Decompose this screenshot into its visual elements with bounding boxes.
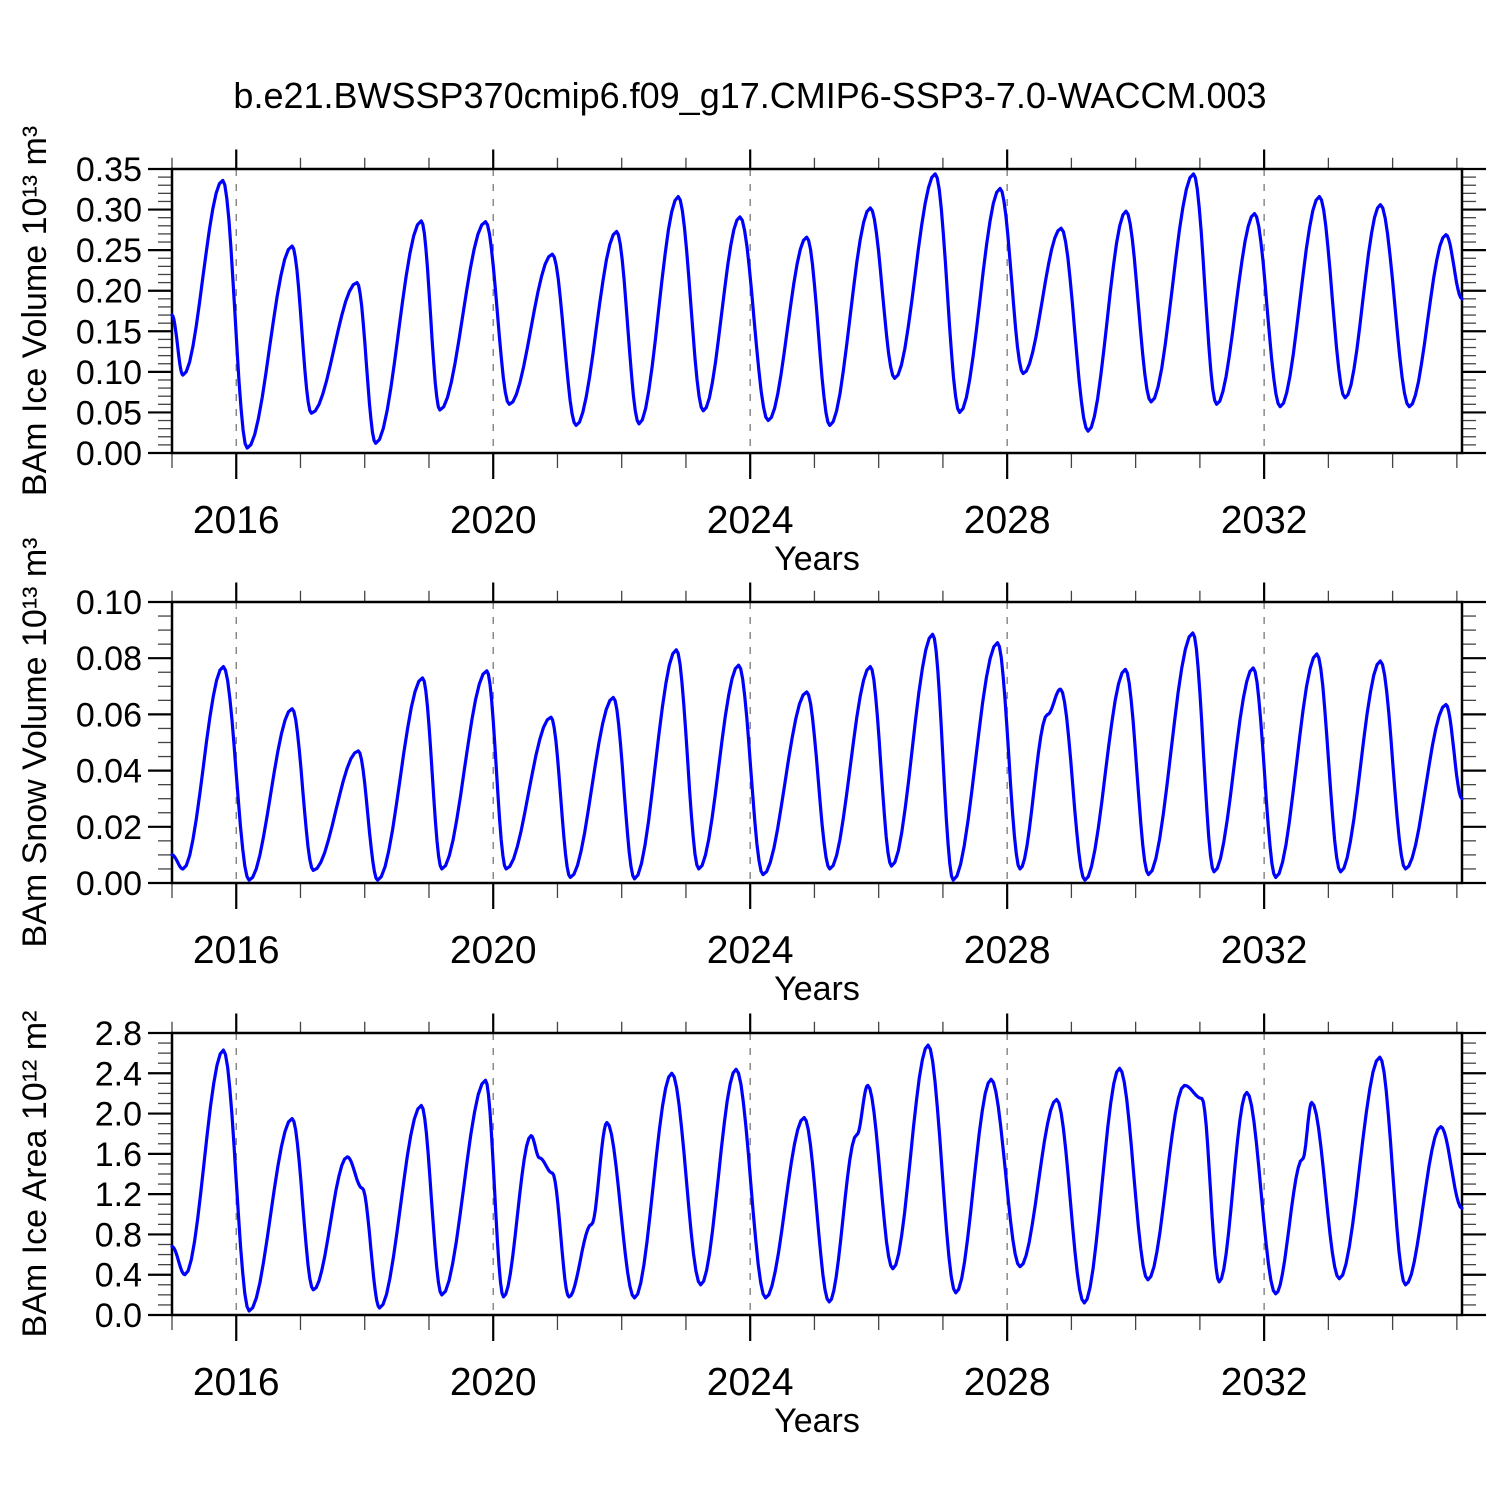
figure-title: b.e21.BWSSP370cmip6.f09_g17.CMIP6-SSP3-7… [233,75,1266,116]
x-tick-label: 2024 [707,1361,794,1404]
plot-border [170,1031,1464,1317]
y-axis-title: BAm Ice Area 10¹² m² [16,1011,54,1338]
x-tick-label: 2032 [1221,499,1308,542]
y-tick-label: 0.00 [76,865,142,903]
x-tick-labels: 2016 2020 2024 2028 2032 [193,929,1308,972]
y-tick-label: 1.6 [95,1136,142,1174]
x-tick-label: 2020 [450,499,537,542]
x-tick-label: 2024 [707,499,794,542]
y-tick-label: 0.4 [95,1257,142,1295]
x-tick-label: 2020 [450,929,537,972]
x-tick-label: 2016 [193,1361,280,1404]
y-tick-label: 1.2 [95,1176,142,1214]
y-tick-label: 0.30 [76,192,142,230]
series-line-snow-volume [170,631,1464,882]
panel-ice-volume: 0.000.050.100.150.200.250.300.35 2016 2020… [16,126,1486,578]
y-tick-label: 0.00 [76,435,142,473]
y-axis-title: BAm Snow Volume 10¹³ m³ [16,537,54,947]
y-tick-label: 0.0 [95,1297,142,1335]
x-tick-label: 2028 [964,929,1051,972]
axis-ticks [148,1013,1486,1341]
x-axis-title: Years [774,540,860,578]
y-tick-label: 0.25 [76,232,142,270]
y-tick-labels: 0.000.050.100.150.200.250.300.35 [76,151,142,473]
y-tick-label: 0.06 [76,696,142,734]
x-tick-label: 2016 [193,499,280,542]
y-tick-label: 0.15 [76,313,142,351]
series-line-ice-volume [170,172,1464,450]
y-tick-label: 0.8 [95,1216,142,1254]
axis-ticks [148,582,1486,909]
y-tick-label: 0.10 [76,584,142,622]
x-tick-labels: 2016 2020 2024 2028 2032 [193,1361,1308,1404]
x-tick-label: 2020 [450,1361,537,1404]
y-tick-labels: 0.00 0.02 0.04 0.06 0.08 0.10 [76,584,142,903]
y-tick-label: 2.4 [95,1055,142,1093]
y-tick-label: 0.08 [76,640,142,678]
y-axis-title: BAm Ice Volume 10¹³ m³ [16,126,54,496]
panel-snow-volume: 0.00 0.02 0.04 0.06 0.08 0.10 2016 2020 2024 2028… [16,537,1486,1008]
x-tick-label: 2028 [964,1361,1051,1404]
x-tick-label: 2028 [964,499,1051,542]
x-tick-label: 2024 [707,929,794,972]
y-tick-label: 0.20 [76,273,142,311]
x-tick-label: 2032 [1221,929,1308,972]
y-tick-label: 2.8 [95,1015,142,1053]
axis-ticks [148,149,1486,479]
x-tick-label: 2032 [1221,1361,1308,1404]
x-axis-title: Years [774,1402,860,1440]
x-tick-labels: 2016 2020 2024 2028 2032 [193,499,1308,542]
plot-border [170,600,1464,885]
y-tick-label: 0.04 [76,753,142,791]
y-tick-label: 2.0 [95,1096,142,1134]
gridlines [235,169,1265,453]
x-axis-title: Years [774,970,860,1008]
panel-ice-area: 0.00.40.81.21.62.02.42.8 2016 2020 2024 2028… [16,1011,1486,1440]
y-tick-label: 0.02 [76,809,142,847]
y-tick-label: 0.10 [76,354,142,392]
y-tick-labels: 0.00.40.81.21.62.02.42.8 [95,1015,142,1335]
y-tick-label: 0.05 [76,394,142,432]
plot-border [170,167,1464,455]
y-tick-label: 0.35 [76,151,142,189]
series-line-ice-area [170,1043,1464,1313]
x-tick-label: 2016 [193,929,280,972]
